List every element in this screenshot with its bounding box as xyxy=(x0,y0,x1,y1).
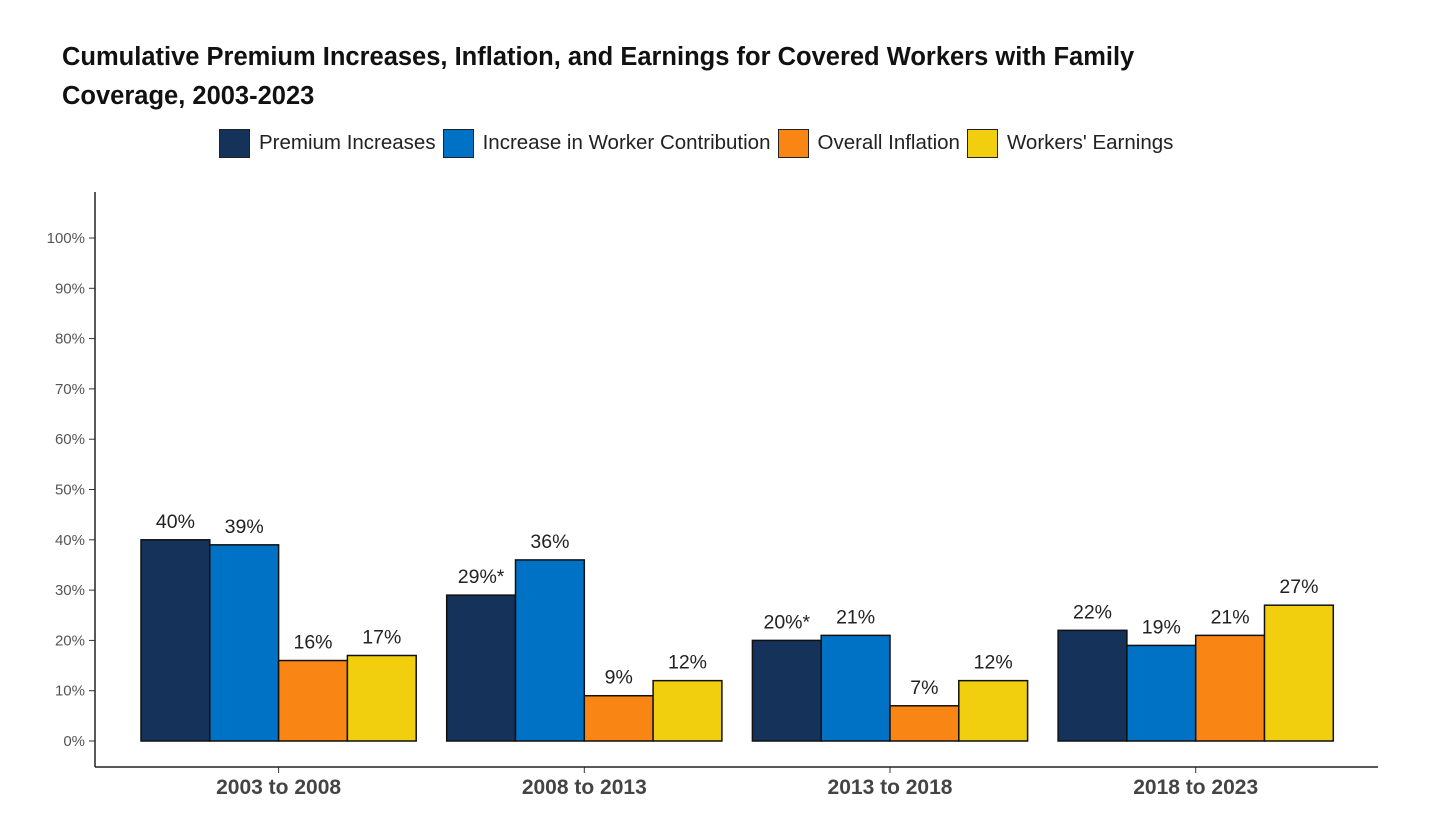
data-label-premium-increases-2008-to-2013: 29%* xyxy=(458,566,505,588)
bar-overall-inflation-2018-to-2023 xyxy=(1194,634,1266,742)
y-tick-label: 10% xyxy=(55,683,85,700)
y-tick-label: 90% xyxy=(55,280,85,297)
y-tick-label: 0% xyxy=(63,733,85,750)
chart-legend: Premium Increases Increase in Worker Con… xyxy=(219,127,1180,159)
y-tick-label: 40% xyxy=(55,532,85,549)
legend-swatch-workers-earnings xyxy=(966,128,998,158)
y-tick-label: 80% xyxy=(55,331,85,348)
bar-premium-increases-2018-to-2023 xyxy=(1057,629,1128,742)
legend-item-worker-contribution: Increase in Worker Contribution xyxy=(442,128,771,158)
x-tick-label: 2003 to 2008 xyxy=(216,776,341,799)
y-tick-label: 50% xyxy=(55,482,85,499)
bar-workers-earnings-2008-to-2013 xyxy=(652,679,723,742)
data-label-workers-earnings-2018-to-2023: 27% xyxy=(1279,576,1318,598)
data-label-workers-earnings-2013-to-2018: 12% xyxy=(974,652,1013,674)
bar-increase-in-worker-contribution-2003-to-2008 xyxy=(209,544,280,742)
y-tick-label: 30% xyxy=(55,582,85,599)
data-label-workers-earnings-2003-to-2008: 17% xyxy=(362,626,401,648)
data-label-increase-in-worker-contribution-2003-to-2008: 39% xyxy=(225,516,264,538)
legend-swatch-overall-inflation xyxy=(777,128,809,158)
bar-increase-in-worker-contribution-2008-to-2013 xyxy=(514,559,586,742)
bar-increase-in-worker-contribution-2018-to-2023 xyxy=(1126,644,1197,742)
legend-label-overall-inflation: Overall Inflation xyxy=(817,131,960,154)
data-label-increase-in-worker-contribution-2008-to-2013: 36% xyxy=(530,531,569,553)
data-label-premium-increases-2003-to-2008: 40% xyxy=(156,511,195,533)
bar-overall-inflation-2003-to-2008 xyxy=(277,659,349,742)
data-label-overall-inflation-2003-to-2008: 16% xyxy=(293,632,332,654)
y-tick-label: 70% xyxy=(55,381,85,398)
bar-overall-inflation-2013-to-2018 xyxy=(889,705,960,742)
bar-premium-increases-2013-to-2018 xyxy=(751,639,822,742)
legend-label-premium-increases: Premium Increases xyxy=(259,131,436,154)
y-tick-label: 60% xyxy=(55,431,85,448)
y-tick-label: 20% xyxy=(55,632,85,649)
legend-label-worker-contribution: Increase in Worker Contribution xyxy=(482,131,771,154)
bar-premium-increases-2003-to-2008 xyxy=(140,539,211,742)
legend-swatch-worker-contribution xyxy=(442,128,474,158)
bar-premium-increases-2008-to-2013 xyxy=(445,594,517,742)
data-label-overall-inflation-2018-to-2023: 21% xyxy=(1211,606,1250,628)
data-label-overall-inflation-2008-to-2013: 9% xyxy=(605,667,633,689)
chart-title: Cumulative Premium Increases, Inflation,… xyxy=(62,38,1362,116)
x-tick-label: 2018 to 2023 xyxy=(1133,776,1258,799)
data-label-premium-increases-2018-to-2023: 22% xyxy=(1073,601,1112,623)
x-tick-label: 2013 to 2018 xyxy=(828,776,953,799)
legend-item-overall-inflation: Overall Inflation xyxy=(777,128,960,158)
chart-title-line-2: Coverage, 2003-2023 xyxy=(62,82,315,110)
y-tick-label: 100% xyxy=(47,230,85,247)
data-label-workers-earnings-2008-to-2013: 12% xyxy=(668,652,707,674)
bar-workers-earnings-2003-to-2008 xyxy=(346,654,417,742)
data-label-overall-inflation-2013-to-2018: 7% xyxy=(910,677,938,699)
data-label-premium-increases-2013-to-2018: 20%* xyxy=(763,611,810,633)
x-tick-label: 2008 to 2013 xyxy=(522,776,647,799)
legend-item-premium-increases: Premium Increases xyxy=(219,128,436,158)
legend-swatch-premium-increases xyxy=(219,128,250,158)
bar-workers-earnings-2013-to-2018 xyxy=(958,679,1029,742)
bar-increase-in-worker-contribution-2013-to-2018 xyxy=(820,634,891,742)
bar-overall-inflation-2008-to-2013 xyxy=(583,694,654,742)
data-label-increase-in-worker-contribution-2013-to-2018: 21% xyxy=(836,606,875,628)
legend-item-workers-earnings: Workers' Earnings xyxy=(966,128,1174,158)
bar-workers-earnings-2018-to-2023 xyxy=(1263,604,1335,742)
legend-label-workers-earnings: Workers' Earnings xyxy=(1006,131,1174,154)
chart-title-line-1: Cumulative Premium Increases, Inflation,… xyxy=(62,43,1135,71)
data-label-increase-in-worker-contribution-2018-to-2023: 19% xyxy=(1142,616,1181,638)
